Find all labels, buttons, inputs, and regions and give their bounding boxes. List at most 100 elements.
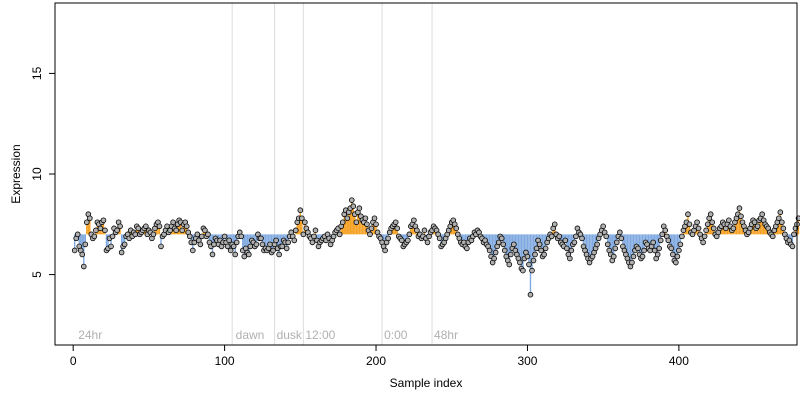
data-point: [230, 243, 237, 250]
data-point: [673, 259, 679, 266]
phase-annotation-000: 0:00: [384, 328, 408, 342]
data-point: [309, 239, 316, 246]
data-point: [738, 213, 744, 220]
data-point: [424, 239, 431, 246]
data-point: [91, 233, 98, 240]
data-point: [80, 263, 87, 270]
data-point: [232, 251, 239, 258]
data-point: [701, 233, 708, 240]
data-point: [524, 253, 531, 260]
data-point: [348, 197, 355, 203]
data-point: [197, 241, 204, 248]
data-point: [186, 233, 193, 240]
data-point: [527, 291, 534, 298]
data-point: [730, 225, 737, 232]
data-point: [411, 217, 417, 224]
data-point: [190, 247, 196, 254]
data-point: [751, 219, 758, 226]
data-point: [283, 245, 290, 252]
data-point: [506, 261, 513, 268]
data-point: [221, 233, 228, 240]
data-point: [97, 225, 104, 232]
data-point: [759, 211, 765, 218]
data-point: [259, 241, 266, 248]
data-point: [392, 219, 399, 226]
data-point: [726, 217, 732, 224]
data-point: [173, 227, 179, 234]
data-point: [604, 241, 611, 248]
data-point: [82, 241, 89, 248]
data-point: [650, 239, 656, 246]
data-points: [71, 197, 800, 298]
data-point: [179, 227, 186, 234]
data-point: [405, 237, 411, 244]
data-point: [679, 233, 685, 240]
data-point: [300, 231, 307, 238]
data-point: [556, 233, 563, 240]
phase-annotations: 24hr dawn dusk 12:00 0:00 48hr: [78, 328, 458, 342]
data-point: [339, 219, 346, 226]
data-point: [453, 225, 460, 232]
phase-annotation-48hr: 48hr: [434, 328, 458, 342]
data-point: [517, 259, 523, 266]
data-point: [791, 231, 797, 238]
data-point: [520, 267, 526, 274]
data-point: [639, 253, 646, 260]
data-point: [656, 245, 662, 252]
x-tick-label: 300: [517, 354, 537, 368]
data-point: [612, 245, 619, 252]
data-point: [258, 235, 264, 242]
data-point: [579, 235, 585, 242]
x-tick-label: 200: [366, 354, 386, 368]
data-point: [350, 203, 357, 209]
data-point: [276, 251, 282, 258]
data-point: [353, 219, 360, 226]
data-point: [709, 219, 715, 226]
data-point: [224, 243, 231, 250]
data-point: [356, 205, 363, 212]
phase-annotation-dawn: dawn: [236, 328, 265, 342]
data-point: [700, 239, 706, 246]
data-point: [398, 237, 405, 244]
data-point: [670, 251, 676, 258]
data-point: [194, 231, 201, 238]
data-point: [603, 233, 609, 240]
data-point: [394, 225, 401, 232]
data-point: [183, 223, 190, 230]
data-point: [736, 205, 743, 212]
data-point: [279, 243, 285, 250]
data-point: [613, 239, 620, 246]
data-point: [754, 223, 761, 230]
data-point: [108, 243, 114, 250]
data-point: [238, 233, 245, 240]
data-point: [600, 223, 606, 230]
data-point: [686, 221, 693, 228]
data-point: [406, 231, 413, 238]
data-point: [158, 243, 164, 250]
data-point: [109, 233, 116, 240]
data-point: [297, 207, 304, 214]
data-point: [677, 241, 684, 248]
data-point: [118, 249, 125, 256]
data-point: [170, 219, 176, 226]
data-point: [564, 245, 570, 252]
data-point: [362, 215, 369, 222]
data-point: [662, 227, 669, 234]
data-point: [199, 233, 205, 240]
data-point: [668, 245, 675, 252]
data-point: [779, 219, 785, 226]
data-point: [292, 227, 299, 234]
data-point: [156, 223, 163, 230]
data-point: [501, 247, 508, 254]
data-point: [285, 239, 292, 246]
data-point: [492, 249, 499, 256]
data-point: [464, 245, 470, 252]
data-point: [610, 253, 617, 260]
data-point: [421, 227, 428, 234]
y-tick-label: 5: [30, 271, 44, 278]
data-point: [568, 247, 575, 254]
data-point: [93, 227, 99, 234]
data-point: [710, 225, 717, 232]
data-point: [486, 247, 493, 254]
data-point: [507, 251, 514, 258]
